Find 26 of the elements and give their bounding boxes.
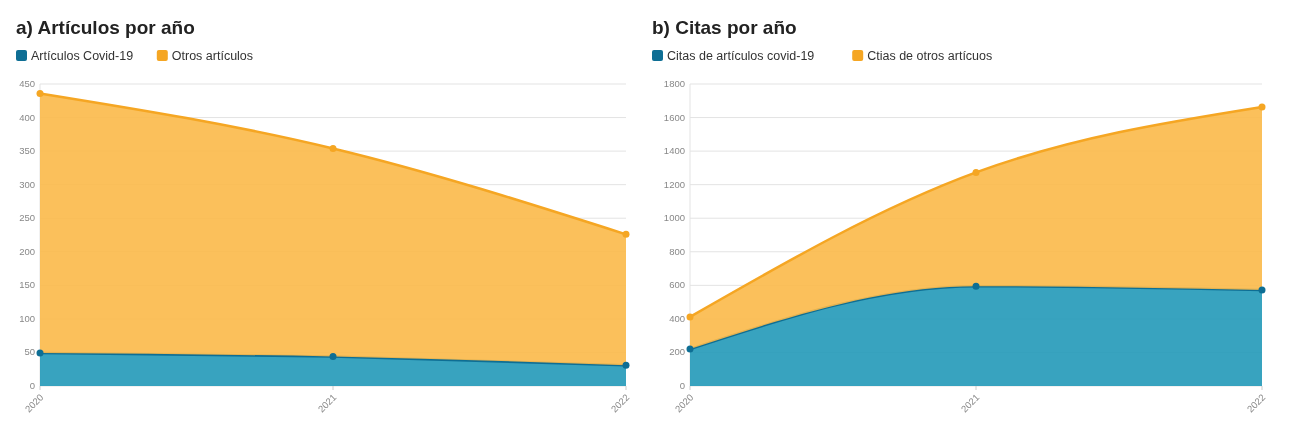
y-tick-label: 0 <box>679 380 685 392</box>
y-tick-label: 250 <box>19 212 35 224</box>
legend-label: Ctias de otros artícuos <box>867 49 993 63</box>
legend-label: Artículos Covid-19 <box>31 49 134 63</box>
y-tick-label: 350 <box>19 145 35 157</box>
y-tick-label: 50 <box>24 346 35 358</box>
y-tick-label: 300 <box>19 178 35 190</box>
y-tick-label: 1800 <box>663 78 685 90</box>
y-tick-label: 150 <box>19 279 35 291</box>
y-tick-label: 800 <box>669 245 685 257</box>
y-tick-label: 400 <box>669 312 685 324</box>
legend-label: Otros artículos <box>171 49 254 63</box>
chart-title: a) Artículos por año <box>16 17 195 38</box>
y-tick-label: 200 <box>669 346 685 358</box>
y-tick-label: 400 <box>19 111 35 123</box>
y-tick-label: 0 <box>29 380 35 392</box>
y-tick-label: 100 <box>19 312 35 324</box>
y-tick-label: 1000 <box>663 212 685 224</box>
y-tick-label: 1200 <box>663 178 685 190</box>
y-tick-label: 1400 <box>663 145 685 157</box>
y-tick-label: 600 <box>669 279 685 291</box>
y-tick-label: 1600 <box>663 111 685 123</box>
chart-title: b) Citas por año <box>652 17 797 38</box>
legend-label: Citas de artículos covid-19 <box>667 49 815 63</box>
y-tick-label: 450 <box>19 78 35 90</box>
y-tick-label: 200 <box>19 245 35 257</box>
